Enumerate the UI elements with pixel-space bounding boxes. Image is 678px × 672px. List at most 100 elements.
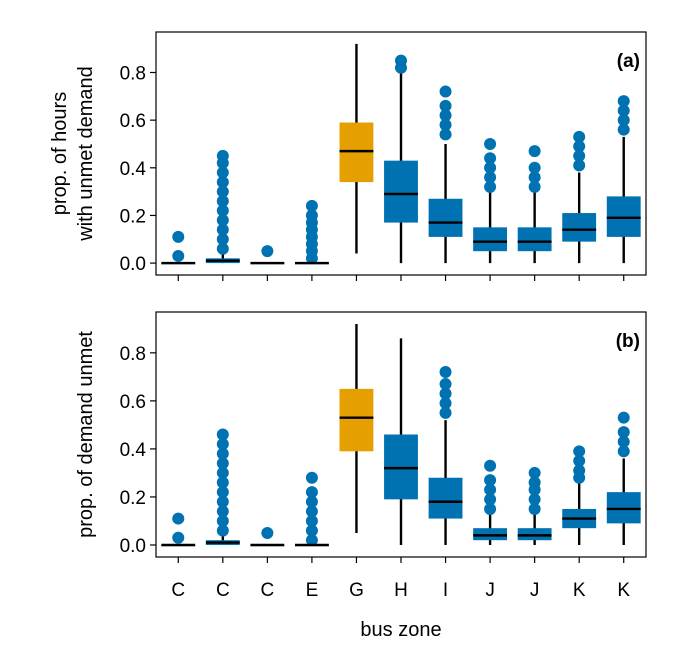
panel-a-outlier-point bbox=[261, 245, 274, 258]
panel-b-outlier-point bbox=[172, 531, 185, 544]
panel-b-outlier-point bbox=[484, 493, 497, 506]
panel-b-outlier-point bbox=[484, 502, 497, 515]
panel-a-box bbox=[562, 213, 597, 242]
panel-a-outlier-point bbox=[484, 180, 497, 193]
panel-b-box bbox=[384, 434, 418, 500]
panel-a-outlier-point bbox=[439, 118, 452, 131]
panel-a-outlier-point bbox=[573, 159, 586, 172]
panel-b-box bbox=[473, 528, 508, 541]
panel-b-outlier-point bbox=[528, 493, 541, 506]
panel-b-outlier-point bbox=[305, 486, 318, 499]
panel-b-outlier-point bbox=[216, 438, 229, 451]
panel-a-outlier-point bbox=[528, 145, 541, 158]
panel-b-outlier-point bbox=[617, 426, 630, 439]
panel-a-y-tick-label: 0.8 bbox=[120, 64, 146, 85]
panel-b-outlier-point bbox=[573, 445, 586, 458]
panel-b-outlier-point bbox=[439, 406, 452, 419]
panel-a-outlier-point bbox=[305, 209, 318, 222]
panel-b-x-tick-label: C bbox=[216, 580, 230, 601]
panel-b-outlier-point bbox=[573, 464, 586, 477]
panel-a-y-tick-label: 0.6 bbox=[120, 111, 146, 132]
panel-b-outlier-point bbox=[216, 514, 229, 527]
panel-b-outlier-point bbox=[617, 445, 630, 458]
panel-b-outlier-point bbox=[484, 459, 497, 472]
panel-a-y-tick-label: 0.4 bbox=[120, 159, 147, 180]
panel-b-x-tick-label: J bbox=[530, 580, 540, 601]
panel-a-outlier-point bbox=[484, 137, 497, 150]
panel-a-y-axis-title: prop. of hours bbox=[49, 92, 71, 215]
panel-b-outlier-point bbox=[305, 495, 318, 508]
panel-b-outlier-point bbox=[573, 454, 586, 467]
panel-b-outlier-point bbox=[439, 387, 452, 400]
panel-b-outlier-point bbox=[305, 514, 318, 527]
panel-b-outlier-point bbox=[528, 466, 541, 479]
panel-b-y-tick-label: 0.0 bbox=[120, 536, 146, 557]
panel-a-outlier-point bbox=[216, 166, 229, 179]
panel-b-label: (b) bbox=[616, 331, 640, 352]
panel-b-x-tick-label: K bbox=[617, 580, 630, 601]
panel-b-x-tick-label: E bbox=[306, 580, 319, 601]
panel-a-outlier-point bbox=[484, 152, 497, 165]
panel-b-x-axis-title: bus zone bbox=[360, 619, 441, 641]
panel-a-y-tick-label: 0.0 bbox=[120, 254, 146, 275]
panel-a-box bbox=[517, 227, 552, 252]
panel-a-outlier-point bbox=[617, 104, 630, 117]
panel-b-box bbox=[606, 492, 641, 524]
panel-a-outlier-point bbox=[484, 171, 497, 184]
panel-a-outlier-point bbox=[216, 233, 229, 246]
panel-a-outlier-point bbox=[216, 242, 229, 255]
panel-a-outlier-point bbox=[573, 140, 586, 153]
panel-b-y-axis-title: prop. of demand unmet bbox=[75, 331, 97, 538]
panel-a-outlier-point bbox=[573, 130, 586, 143]
panel-a-y-axis-title: with unmet demand bbox=[75, 66, 97, 242]
panel-a-outlier-point bbox=[617, 123, 630, 136]
panel-b-outlier-point bbox=[216, 428, 229, 441]
panel-b-outlier-point bbox=[216, 524, 229, 537]
panel-b-outlier-point bbox=[216, 476, 229, 489]
panel-a-outlier-point bbox=[395, 54, 407, 67]
panel-b-x-tick-label: J bbox=[485, 580, 495, 601]
panel-b-x-tick-label: I bbox=[443, 580, 448, 601]
panel-b-outlier-point bbox=[216, 457, 229, 470]
panel-a-outlier-point bbox=[216, 149, 229, 162]
panel-a-outlier-point bbox=[528, 161, 541, 174]
panel-b-outlier-point bbox=[305, 505, 318, 518]
panel-a-outlier-point bbox=[528, 171, 541, 184]
panel-a-outlier-point bbox=[216, 185, 229, 198]
panel-b-outlier-point bbox=[216, 495, 229, 508]
panel-a-outlier-point bbox=[617, 95, 630, 108]
panel-b-outlier-point bbox=[528, 502, 541, 515]
panel-b-y-tick-label: 0.2 bbox=[120, 488, 146, 509]
panel-b-outlier-point bbox=[528, 476, 541, 489]
panel-b-outlier-point bbox=[305, 471, 318, 484]
panel-b-outlier-point bbox=[261, 526, 274, 539]
panel-a-box bbox=[384, 160, 418, 223]
panel-b-outlier-point bbox=[439, 366, 452, 379]
panel-a-outlier-point bbox=[305, 199, 318, 212]
panel-a-outlier-point bbox=[439, 99, 452, 112]
panel-a-box bbox=[428, 198, 463, 237]
panel-a-y-tick-label: 0.2 bbox=[120, 206, 146, 227]
panel-a-outlier-point bbox=[172, 249, 185, 262]
panel-b-x-tick-label: C bbox=[171, 580, 185, 601]
panel-b-outlier-point bbox=[305, 524, 318, 537]
panel-b-x-tick-label: C bbox=[260, 580, 274, 601]
panel-b-box bbox=[339, 388, 374, 452]
panel-a-outlier-point bbox=[528, 180, 541, 193]
panel-a-outlier-point bbox=[172, 230, 185, 243]
panel-b-x-tick-label: G bbox=[349, 580, 364, 601]
panel-b-outlier-point bbox=[484, 483, 497, 496]
panel-a-box bbox=[473, 227, 508, 252]
panel-b-outlier-point bbox=[439, 397, 452, 410]
panel-a-label: (a) bbox=[617, 51, 640, 72]
panel-a-outlier-point bbox=[439, 109, 452, 122]
panel-b-y-tick-label: 0.6 bbox=[120, 392, 146, 413]
panel-b-x-tick-label: K bbox=[573, 580, 586, 601]
panel-b-outlier-point bbox=[439, 378, 452, 391]
panel-a-outlier-point bbox=[216, 223, 229, 236]
panel-b-y-tick-label: 0.8 bbox=[120, 344, 146, 365]
panel-a-outlier-point bbox=[216, 195, 229, 208]
panel-b-box bbox=[517, 528, 552, 541]
